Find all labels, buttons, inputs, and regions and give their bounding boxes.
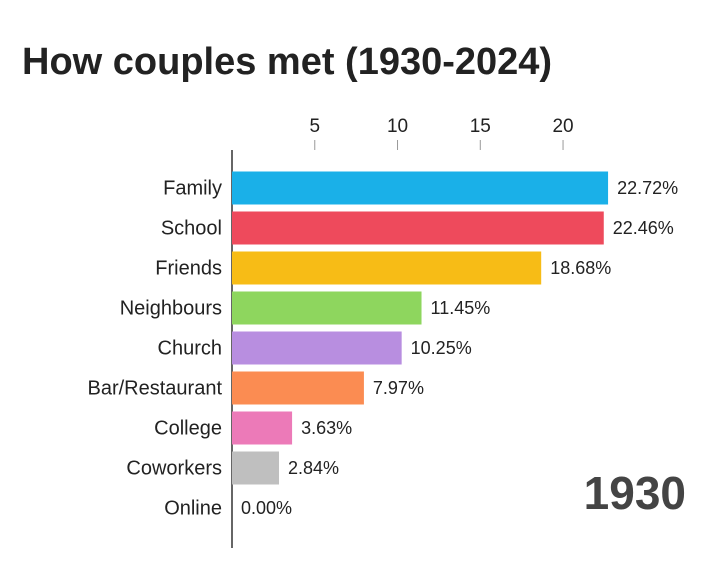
bar: [232, 211, 604, 245]
bar: [232, 291, 422, 325]
value-label: 0.00%: [241, 498, 292, 518]
category-label: Family: [163, 177, 222, 199]
x-tick-label: 10: [387, 116, 408, 137]
value-label: 7.97%: [373, 378, 424, 398]
bar: [232, 251, 542, 285]
x-tick-label: 15: [470, 116, 491, 137]
value-label: 10.25%: [411, 338, 472, 358]
year-label: 1930: [584, 467, 686, 519]
category-label: Neighbours: [120, 297, 222, 319]
category-label: Coworkers: [126, 457, 222, 479]
x-tick-label: 20: [552, 116, 573, 137]
category-label: Friends: [155, 257, 222, 279]
chart-title: How couples met (1930-2024): [22, 41, 552, 83]
value-label: 3.63%: [301, 418, 352, 438]
value-label: 18.68%: [550, 258, 611, 278]
value-label: 22.72%: [617, 178, 678, 198]
category-label: College: [154, 417, 222, 439]
bar: [232, 331, 402, 365]
value-label: 2.84%: [288, 458, 339, 478]
bar: [232, 371, 364, 405]
category-label: School: [161, 217, 222, 239]
bar: [232, 451, 280, 485]
value-label: 11.45%: [431, 298, 491, 318]
category-label: Church: [158, 337, 222, 359]
x-tick-label: 5: [309, 116, 320, 137]
bar: [232, 411, 293, 445]
category-label: Bar/Restaurant: [87, 377, 222, 399]
category-label: Online: [164, 497, 222, 519]
bar: [232, 171, 609, 205]
value-label: 22.46%: [613, 218, 674, 238]
